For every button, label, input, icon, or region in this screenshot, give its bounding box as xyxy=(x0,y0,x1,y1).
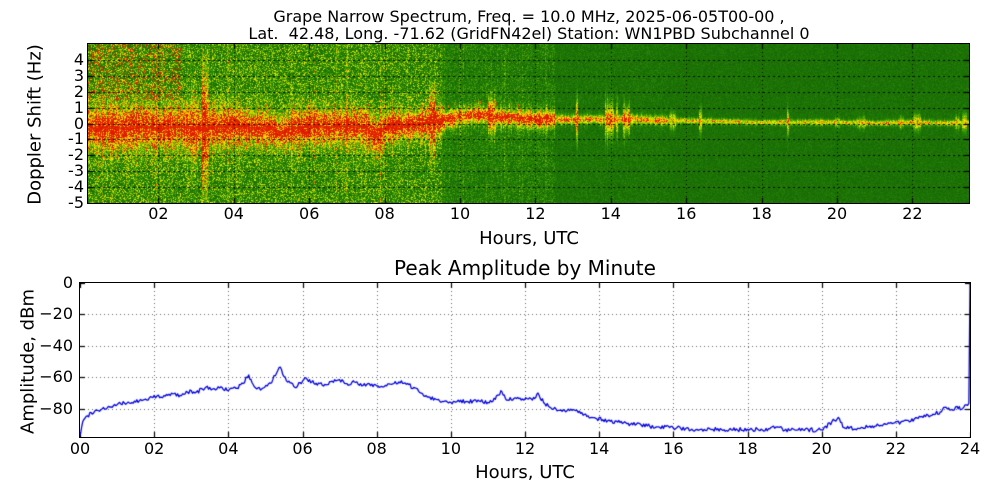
spectrogram-xtick-18: 18 xyxy=(751,204,772,223)
spectrogram-xtick-08: 08 xyxy=(374,204,395,223)
spectrogram-xtick-10: 10 xyxy=(449,204,471,223)
spectrogram-xtick-04: 04 xyxy=(223,204,244,223)
spectrogram-xlabel: Hours, UTC xyxy=(479,228,579,249)
spectrogram-ytick-1: 1 xyxy=(73,97,84,117)
amplitude-xtick-04: 04 xyxy=(218,439,239,458)
spectrogram-title-line2: Lat. 42.48, Long. -71.62 (GridFN42el) St… xyxy=(248,24,810,43)
spectrogram-ytick--3: -3 xyxy=(68,161,84,181)
amplitude-ytick-−60: −60 xyxy=(39,367,73,387)
spectrogram-ytick--2: -2 xyxy=(68,145,84,165)
spectrogram-ytick--1: -1 xyxy=(68,129,84,149)
spectrogram-ytick-3: 3 xyxy=(73,65,84,85)
amplitude-xtick-16: 16 xyxy=(663,439,684,458)
amplitude-xtick-18: 18 xyxy=(737,439,758,458)
amplitude-xlabel: Hours, UTC xyxy=(475,462,575,483)
amplitude-ytick-−20: −20 xyxy=(39,304,73,324)
spectrogram-xtick-02: 02 xyxy=(148,204,169,223)
amplitude-plot xyxy=(79,282,971,438)
spectrogram-xtick-12: 12 xyxy=(525,204,546,223)
spectrogram-ytick--5: -5 xyxy=(68,193,84,212)
amplitude-ytick-−80: −80 xyxy=(39,398,73,418)
spectrogram-xtick-14: 14 xyxy=(600,204,621,223)
amplitude-xtick-06: 06 xyxy=(292,439,313,458)
spectrogram-ytick-0: 0 xyxy=(73,113,84,133)
spectrogram-xtick-22: 22 xyxy=(902,204,923,223)
spectrogram-title-line1: Grape Narrow Spectrum, Freq. = 10.0 MHz,… xyxy=(273,7,785,26)
amplitude-xtick-00: 00 xyxy=(69,439,91,458)
spectrogram-ylabel: Doppler Shift (Hz) xyxy=(24,44,46,205)
amplitude-ytick-−40: −40 xyxy=(39,335,73,355)
amplitude-ylabel: Amplitude, dBm xyxy=(17,289,39,434)
amplitude-ytick-0: 0 xyxy=(62,273,73,292)
amplitude-xtick-22: 22 xyxy=(885,439,907,458)
amplitude-xtick-14: 14 xyxy=(588,439,610,458)
spectrogram-xtick-16: 16 xyxy=(676,204,697,223)
amplitude-xtick-24: 24 xyxy=(959,439,981,458)
amplitude-title: Peak Amplitude by Minute xyxy=(394,256,656,280)
amplitude-xtick-10: 10 xyxy=(440,439,462,458)
spectrogram-xtick-20: 20 xyxy=(826,204,848,223)
spectrogram-ytick-2: 2 xyxy=(73,81,84,101)
spectrogram-ytick-4: 4 xyxy=(73,49,84,69)
spectrogram-ytick--4: -4 xyxy=(68,177,84,197)
spectrogram-xtick-06: 06 xyxy=(299,204,320,223)
amplitude-xtick-08: 08 xyxy=(366,439,387,458)
amplitude-xtick-20: 20 xyxy=(811,439,832,458)
amplitude-xtick-02: 02 xyxy=(143,439,165,458)
amplitude-xtick-12: 12 xyxy=(514,439,536,458)
spectrogram-plot xyxy=(87,43,970,204)
